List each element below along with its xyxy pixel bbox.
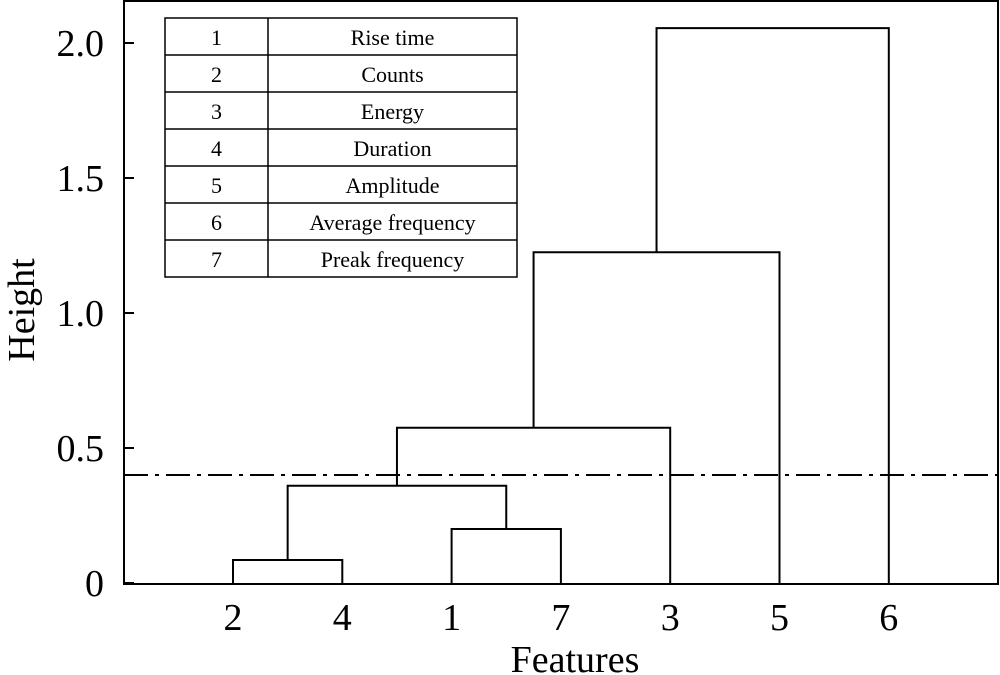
legend-feature-name: Preak frequency bbox=[321, 247, 465, 272]
legend-feature-id: 1 bbox=[211, 25, 222, 50]
legend-feature-id: 5 bbox=[211, 173, 222, 198]
legend-feature-id: 3 bbox=[211, 99, 222, 124]
x-axis-title: Features bbox=[511, 639, 640, 675]
plot-frame bbox=[123, 0, 999, 585]
dendrogram-link bbox=[286, 484, 508, 561]
x-tick-label: 5 bbox=[770, 597, 789, 639]
x-tick-label: 3 bbox=[661, 597, 680, 639]
y-axis-ticks: 0 0.5 1.0 1.5 2.0 bbox=[57, 23, 134, 605]
y-tick-label: 0.5 bbox=[57, 428, 105, 470]
legend-feature-id: 4 bbox=[211, 136, 222, 161]
dendrogram-link bbox=[450, 528, 562, 583]
x-axis-leaf-labels: 2 4 1 7 3 5 6 bbox=[224, 597, 899, 639]
dendrogram-link bbox=[232, 559, 344, 583]
legend-feature-name: Amplitude bbox=[345, 173, 439, 198]
legend-feature-id: 2 bbox=[211, 62, 222, 87]
y-tick-label: 1.0 bbox=[57, 293, 105, 335]
legend-feature-id: 7 bbox=[211, 247, 222, 272]
legend-feature-id: 6 bbox=[211, 210, 222, 235]
x-tick-label: 1 bbox=[442, 597, 461, 639]
legend-feature-name: Duration bbox=[353, 136, 431, 161]
y-tick-label: 0 bbox=[85, 563, 104, 605]
x-tick-label: 7 bbox=[551, 597, 570, 639]
legend-feature-name: Energy bbox=[361, 99, 424, 124]
x-tick-label: 6 bbox=[879, 597, 898, 639]
y-tick-label: 1.5 bbox=[57, 158, 105, 200]
legend-table-border bbox=[164, 17, 518, 278]
dendrogram-link bbox=[655, 27, 890, 583]
dendrogram-link bbox=[395, 426, 672, 583]
legend-feature-name: Rise time bbox=[351, 25, 435, 50]
dendrogram-link bbox=[532, 251, 781, 583]
dendrogram-links bbox=[232, 27, 890, 583]
x-tick-label: 4 bbox=[333, 597, 352, 639]
x-tick-label: 2 bbox=[224, 597, 243, 639]
legend-feature-name: Counts bbox=[361, 62, 423, 87]
legend-feature-name: Average frequency bbox=[309, 210, 475, 235]
y-tick-label: 2.0 bbox=[57, 23, 105, 65]
y-axis-title: Height bbox=[1, 258, 43, 362]
feature-legend-table: 1 Rise time 2 Counts 3 Energy 4 Duration 5 Amplit… bbox=[164, 17, 518, 278]
